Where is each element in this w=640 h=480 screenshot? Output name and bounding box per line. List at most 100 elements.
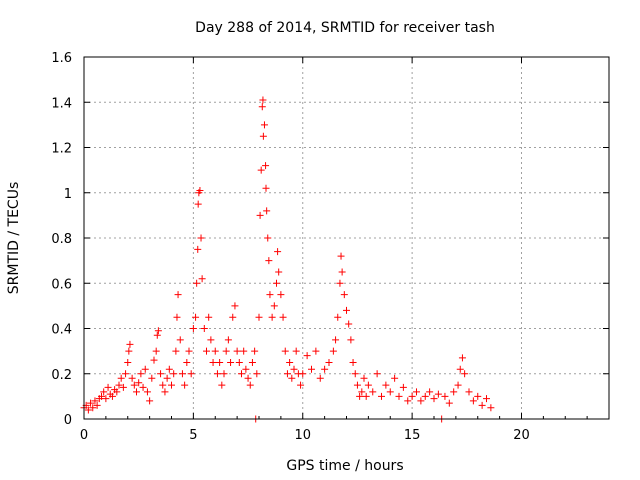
y-tick-label: 1 [64, 187, 72, 202]
data-point [89, 404, 97, 412]
data-point [262, 184, 270, 192]
data-point [154, 327, 162, 335]
x-axis-label: GPS time / hours [286, 458, 403, 474]
data-point [456, 365, 464, 373]
data-point [378, 392, 385, 400]
data-point [240, 347, 248, 355]
data-point [281, 347, 289, 355]
data-point [262, 162, 270, 170]
data-point [268, 313, 276, 321]
data-point [358, 388, 366, 396]
data-point [242, 365, 250, 373]
data-point [408, 392, 416, 400]
data-point [336, 279, 344, 287]
chart-title: Day 288 of 2014, SRMTID for receiver tas… [195, 20, 495, 36]
data-point [141, 365, 149, 373]
data-point [130, 381, 138, 389]
x-tick-label: 15 [404, 428, 421, 443]
data-point [173, 313, 181, 321]
y-tick-label: 1.6 [51, 51, 72, 66]
data-point [257, 166, 265, 174]
data-point [441, 392, 449, 400]
data-point [161, 388, 169, 396]
data-point [170, 370, 178, 378]
data-point [185, 347, 193, 355]
data-point [117, 374, 125, 382]
x-tick-label: 5 [189, 428, 197, 443]
data-point [159, 381, 167, 389]
x-tick-label: 0 [80, 428, 88, 443]
data-point [100, 388, 108, 396]
data-point [235, 358, 243, 366]
data-point [353, 381, 361, 389]
data-point [458, 354, 466, 362]
data-point [430, 395, 438, 403]
data-point [349, 358, 357, 366]
data-point [196, 186, 204, 194]
data-point [338, 268, 346, 276]
data-point [259, 132, 267, 140]
data-point [259, 96, 267, 104]
data-point [200, 325, 208, 332]
data-point [312, 347, 320, 355]
data-point [399, 383, 407, 391]
data-point [91, 397, 99, 405]
data-point [224, 336, 232, 344]
data-point [334, 313, 342, 321]
y-tick-label: 0.4 [51, 323, 72, 338]
data-point [277, 291, 285, 299]
data-point [273, 279, 280, 287]
y-tick-label: 0.8 [51, 232, 72, 247]
data-point [181, 381, 189, 389]
data-point [209, 358, 217, 366]
grid-lines [84, 57, 609, 419]
data-point [270, 302, 278, 310]
data-point [299, 370, 307, 378]
data-point [474, 392, 482, 400]
data-point [275, 268, 283, 276]
data-point [218, 381, 226, 389]
y-tick-label: 0.2 [51, 368, 72, 383]
x-tick-label: 20 [513, 428, 530, 443]
data-point [260, 121, 268, 129]
data-point [152, 347, 160, 355]
data-point [189, 325, 197, 332]
data-point [176, 336, 184, 344]
data-point [128, 374, 136, 382]
data-point [283, 370, 291, 378]
data-point [265, 257, 273, 265]
data-point [264, 234, 272, 242]
data-point [253, 370, 261, 378]
data-point [421, 392, 429, 400]
data-point [197, 234, 205, 242]
data-point [222, 347, 230, 355]
data-point [119, 383, 127, 391]
data-point [395, 392, 403, 400]
plot-frame [83, 56, 610, 420]
data-point [194, 200, 202, 208]
data-point [255, 313, 263, 321]
data-point [288, 374, 296, 382]
data-point [211, 347, 219, 355]
data-point [102, 395, 110, 403]
data-point [198, 275, 206, 283]
data-point [369, 388, 377, 396]
data-point [205, 313, 213, 321]
data-point [364, 381, 372, 389]
data-point [139, 383, 147, 391]
x-tick-label: 10 [294, 428, 311, 443]
data-point [133, 388, 140, 396]
data-point [174, 291, 182, 299]
data-point [487, 404, 495, 412]
data-point [263, 207, 271, 215]
data-point [434, 390, 442, 398]
data-point [256, 211, 264, 219]
data-point [178, 370, 186, 378]
data-point [172, 347, 180, 355]
y-tick-label: 1.2 [51, 142, 72, 157]
data-point [450, 388, 458, 396]
data-point [137, 370, 145, 378]
data-point [122, 370, 130, 378]
data-point [325, 358, 333, 366]
